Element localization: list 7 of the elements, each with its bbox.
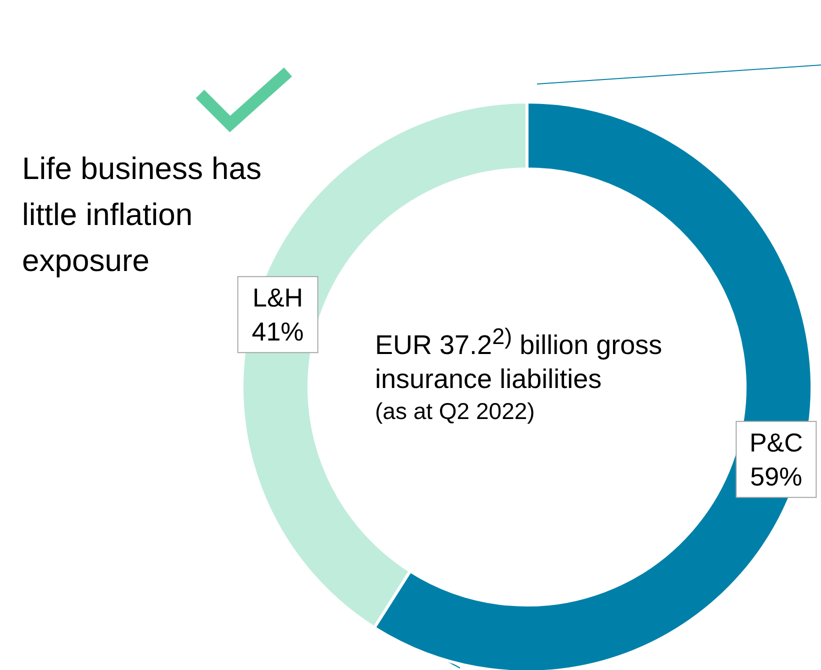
slice-label: P&C xyxy=(749,427,803,458)
data-label: 41% xyxy=(252,316,304,347)
slice-label: L&H xyxy=(252,282,304,313)
text: (as at Q2 2022) xyxy=(375,397,536,426)
text: Life business has little inflation exposure xyxy=(22,150,263,280)
data-label: 59% xyxy=(750,461,802,492)
text: EUR 37.2$^{2)}$ billion gross insurance liabilities xyxy=(375,323,664,396)
